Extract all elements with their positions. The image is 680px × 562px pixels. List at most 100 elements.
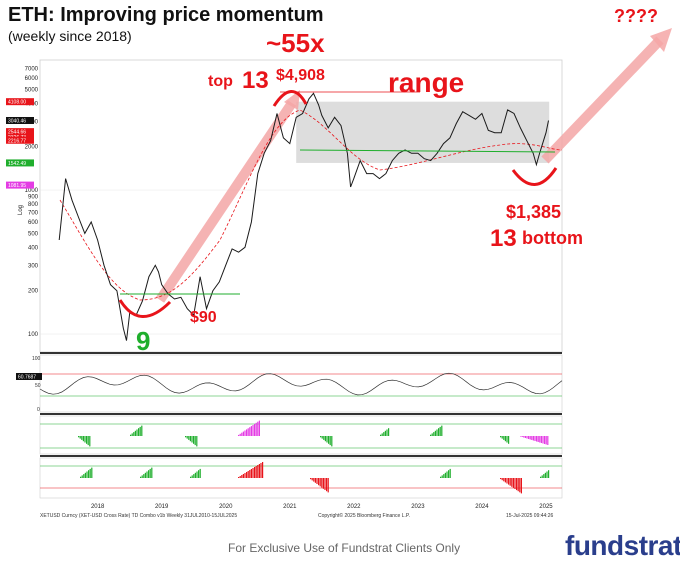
indicator-bar — [151, 467, 153, 478]
indicator-bar — [520, 436, 522, 437]
indicator-bar — [326, 436, 328, 443]
indicator-bar — [504, 436, 506, 442]
indicator-bar — [136, 429, 138, 436]
indicator-bar — [193, 436, 195, 444]
y-tick-label: 100 — [28, 332, 39, 338]
indicator-bar — [86, 471, 88, 478]
indicator-bar — [546, 471, 548, 478]
y-tick-label: 400 — [28, 245, 39, 251]
indicator-bar — [194, 436, 196, 446]
indicator-bar — [323, 436, 325, 440]
indicator-bar — [531, 436, 533, 440]
fundstrat-logo: fundstrat — [565, 530, 680, 561]
indicator-bar — [258, 464, 260, 478]
indicator-bar — [504, 478, 506, 483]
indicator-bar — [84, 472, 86, 478]
top-curve-2021 — [272, 90, 308, 107]
indicator-bar — [311, 478, 313, 481]
recent-bottom-label: bottom — [522, 228, 583, 248]
price-tag-box — [6, 136, 34, 144]
indicator-bar — [380, 434, 382, 436]
indicator-bar — [506, 436, 508, 443]
indicator-bar — [514, 478, 516, 489]
indicator-bar — [524, 436, 526, 438]
indicator-bar — [521, 436, 523, 437]
indicator-bar — [143, 474, 145, 478]
indicator-bar — [540, 436, 542, 443]
indicator-bar — [534, 436, 536, 441]
indicator-bar — [441, 475, 443, 478]
rsi-tick-0: 0 — [37, 407, 40, 413]
indicator-bar — [526, 436, 528, 439]
x-tick-label: 2022 — [347, 504, 361, 510]
x-tick-label: 2024 — [475, 504, 489, 510]
indicator-bar — [443, 474, 445, 478]
footer-disclaimer: For Exclusive Use of Fundstrat Clients O… — [228, 541, 461, 555]
indicator-bar — [511, 478, 513, 487]
log-axis-label: Log — [18, 205, 24, 215]
indicator-bar — [146, 471, 148, 478]
indicator-bar — [81, 436, 83, 440]
x-tick-label: 2025 — [539, 504, 553, 510]
indicator-bar — [239, 476, 241, 478]
indicator-bar — [241, 475, 243, 478]
rsi-value: 60.7687 — [18, 375, 36, 381]
indicator-bar — [79, 436, 81, 439]
indicator-bar — [520, 478, 522, 494]
indicator-bar — [247, 471, 249, 478]
indicator-bar — [144, 472, 146, 478]
indicator-bar — [131, 433, 133, 436]
indicator-bar — [448, 470, 450, 478]
indicator-bar — [537, 436, 539, 442]
indicator-bar — [140, 476, 142, 478]
indicator-bar — [508, 478, 510, 485]
x-tick-label: 2019 — [155, 504, 169, 510]
indicator-bar — [500, 478, 502, 480]
indicator-bar — [257, 465, 259, 478]
indicator-bar — [516, 478, 518, 491]
bbg-source: XETUSD Curncy (XET-USD Cross Rate) TD Co… — [40, 513, 237, 519]
indicator-bar — [87, 436, 89, 446]
y-tick-label: 600 — [28, 220, 39, 226]
indicator-bar — [386, 429, 388, 436]
indicator-bar — [252, 425, 254, 436]
indicator-bar — [449, 468, 451, 478]
x-tick-label: 2023 — [411, 504, 425, 510]
indicator-bar — [141, 425, 143, 436]
y-tick-label: 2000 — [25, 145, 39, 151]
y-tick-label: 500 — [28, 231, 39, 237]
indicator-bar — [318, 478, 320, 486]
indicator-bar — [191, 475, 193, 478]
indicator-bar — [255, 422, 257, 436]
x-tick-label: 2018 — [91, 504, 105, 510]
indicator2-bars — [80, 462, 550, 494]
indicator-bar — [194, 472, 196, 478]
indicator-bar — [246, 472, 248, 478]
indicator-bar — [545, 436, 547, 445]
indicator-bar — [322, 478, 324, 489]
indicator-bar — [189, 436, 191, 442]
indicator-bar — [250, 469, 252, 478]
indicator-bar — [134, 430, 136, 436]
indicator-bar — [314, 478, 316, 483]
indicator-bar — [138, 428, 140, 436]
indicator-bar — [86, 436, 88, 444]
indicator-bar — [539, 436, 541, 443]
indicator-bar — [78, 436, 80, 438]
eth-price-line — [58, 92, 549, 341]
indicator-bar — [501, 478, 503, 481]
chart-title: ETH: Improving price momentum — [8, 4, 324, 26]
indicator-bar — [506, 478, 508, 484]
indicator-bar — [547, 436, 549, 445]
indicator-bar — [88, 470, 90, 478]
indicator-bar — [130, 434, 132, 436]
indicator-bar — [444, 472, 446, 478]
y-tick-label: 900 — [28, 195, 39, 201]
indicator-bar — [320, 436, 322, 438]
indicator-bar — [258, 420, 260, 436]
indicator-bar — [542, 436, 544, 444]
top-label: top — [208, 73, 233, 90]
bottom-curve-2025 — [511, 167, 558, 186]
indicator-bar — [139, 426, 141, 436]
indicator-bar — [433, 432, 435, 436]
